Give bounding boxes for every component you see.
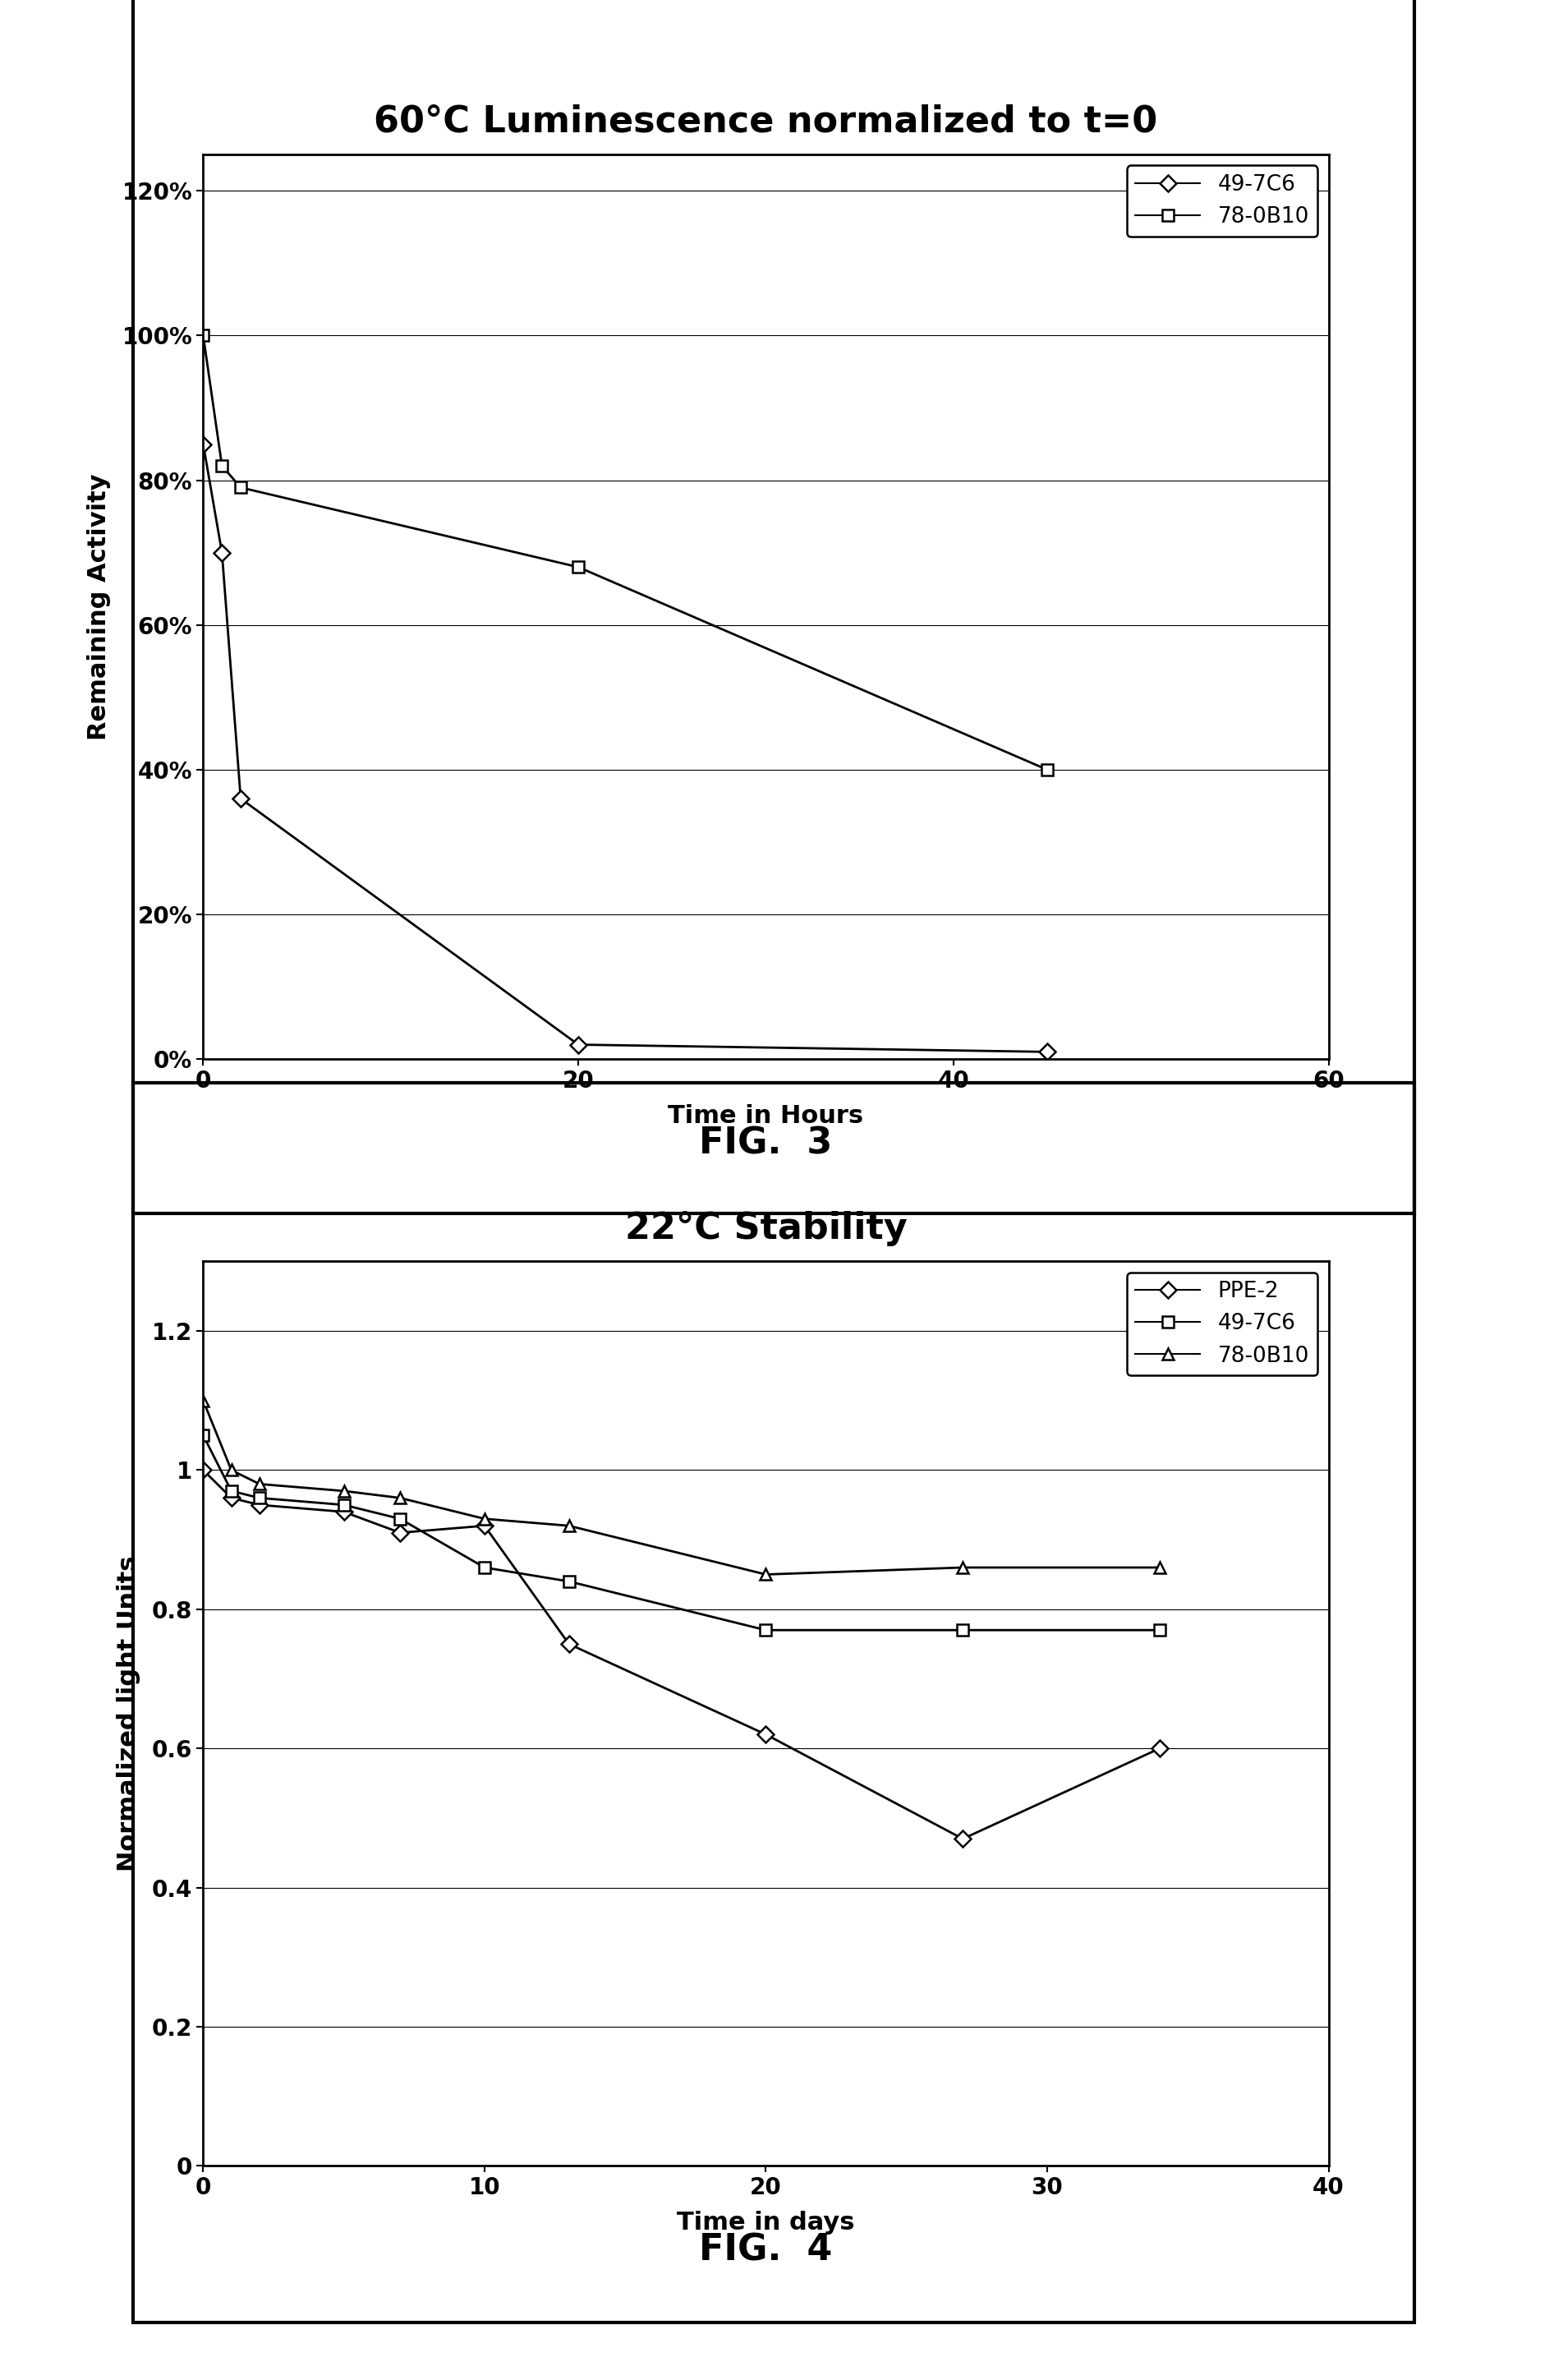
Y-axis label: Remaining Activity: Remaining Activity: [86, 474, 111, 740]
Legend: 49-7C6, 78-0B10: 49-7C6, 78-0B10: [1127, 167, 1318, 236]
Y-axis label: Normalized light Units: Normalized light Units: [117, 1557, 141, 1871]
Title: 22°C Stability: 22°C Stability: [625, 1211, 907, 1247]
X-axis label: Time in days: Time in days: [677, 2211, 855, 2235]
Title: 60°C Luminescence normalized to t=0: 60°C Luminescence normalized to t=0: [374, 105, 1158, 140]
Text: FIG.  4: FIG. 4: [699, 2232, 833, 2268]
Legend: PPE-2, 49-7C6, 78-0B10: PPE-2, 49-7C6, 78-0B10: [1127, 1273, 1318, 1376]
X-axis label: Time in Hours: Time in Hours: [667, 1104, 864, 1128]
Text: FIG.  3: FIG. 3: [699, 1126, 833, 1161]
